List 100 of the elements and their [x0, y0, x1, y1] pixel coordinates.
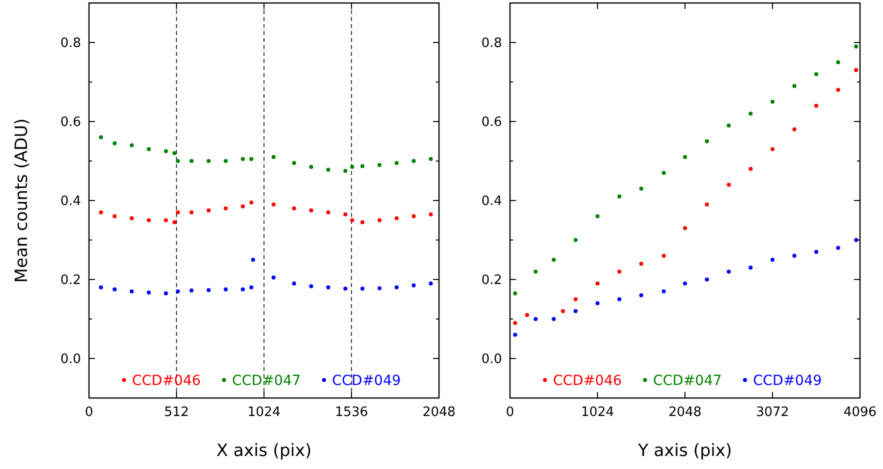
- x-tick-label: 1024: [247, 405, 281, 420]
- point: [513, 291, 518, 296]
- point: [98, 285, 103, 290]
- point: [770, 258, 774, 262]
- point: [272, 155, 276, 160]
- point: [206, 208, 211, 212]
- x-tick-label: 1536: [334, 405, 368, 420]
- point: [249, 200, 254, 204]
- point: [224, 159, 228, 163]
- point: [792, 127, 796, 132]
- point: [662, 254, 666, 258]
- y-tick-label: 0.8: [60, 36, 81, 51]
- point: [350, 218, 354, 222]
- point: [854, 44, 858, 48]
- point: [617, 194, 622, 199]
- point: [412, 283, 416, 288]
- point: [350, 164, 354, 169]
- point: [272, 202, 276, 206]
- point: [164, 291, 168, 296]
- point: [309, 284, 314, 288]
- point: [748, 112, 753, 116]
- point: [836, 60, 840, 64]
- point: [836, 246, 840, 250]
- point: [792, 84, 796, 88]
- point: [249, 157, 254, 162]
- point: [240, 157, 245, 162]
- y-tick-label: 0.2: [481, 273, 502, 288]
- legend-label: CCD#046: [132, 373, 201, 389]
- point: [378, 162, 382, 167]
- point: [146, 290, 151, 295]
- point: [172, 220, 176, 224]
- point: [770, 100, 774, 104]
- point: [394, 216, 399, 220]
- point: [146, 147, 151, 152]
- point: [130, 143, 134, 148]
- point: [309, 164, 314, 169]
- point: [190, 159, 194, 163]
- point: [172, 151, 176, 156]
- point: [683, 281, 687, 286]
- point: [112, 287, 117, 292]
- x-tick-label: 2048: [422, 405, 456, 420]
- point: [164, 218, 168, 222]
- point: [206, 288, 211, 292]
- point: [326, 285, 330, 290]
- point: [639, 293, 644, 298]
- point: [176, 289, 180, 294]
- legend-label: CCD#047: [653, 373, 722, 389]
- point: [574, 297, 578, 302]
- point: [428, 157, 433, 162]
- point: [534, 270, 538, 274]
- point: [748, 266, 753, 270]
- point: [854, 238, 858, 242]
- point: [343, 286, 348, 291]
- y-tick-label: 0.6: [481, 115, 502, 130]
- point: [360, 220, 364, 224]
- point: [206, 159, 211, 163]
- legend-label: CCD#047: [232, 373, 301, 389]
- point: [176, 159, 180, 163]
- point: [240, 287, 245, 292]
- point: [112, 141, 117, 146]
- point: [560, 309, 565, 314]
- point: [146, 218, 151, 222]
- point: [378, 286, 382, 290]
- point: [552, 258, 556, 262]
- point: [639, 186, 644, 191]
- x-tick-label: 0: [84, 405, 94, 420]
- point: [662, 170, 666, 175]
- point: [683, 155, 687, 160]
- point: [726, 270, 731, 274]
- point: [251, 258, 256, 262]
- point: [343, 212, 348, 216]
- point: [292, 160, 296, 165]
- point: [513, 320, 518, 325]
- point: [224, 206, 228, 210]
- y-axis-title: Mean counts (ADU): [12, 118, 32, 283]
- point: [412, 214, 416, 218]
- point: [513, 332, 518, 337]
- point: [726, 182, 731, 187]
- point: [249, 285, 254, 290]
- point: [617, 297, 622, 302]
- point: [596, 281, 600, 286]
- legend-label: CCD#046: [553, 373, 622, 389]
- point: [394, 160, 399, 165]
- point: [836, 88, 840, 92]
- point: [112, 214, 117, 218]
- point: [190, 288, 194, 293]
- point: [770, 147, 774, 152]
- point: [272, 276, 276, 280]
- x-tick-label: 4096: [843, 405, 877, 420]
- x-tick-label: 2048: [668, 405, 702, 420]
- point: [240, 204, 245, 208]
- point: [360, 286, 364, 291]
- point: [360, 164, 364, 168]
- point: [792, 254, 796, 258]
- point: [814, 104, 818, 108]
- point: [574, 238, 578, 242]
- point: [814, 72, 818, 76]
- point: [574, 309, 578, 314]
- point: [412, 159, 416, 163]
- point: [854, 68, 858, 72]
